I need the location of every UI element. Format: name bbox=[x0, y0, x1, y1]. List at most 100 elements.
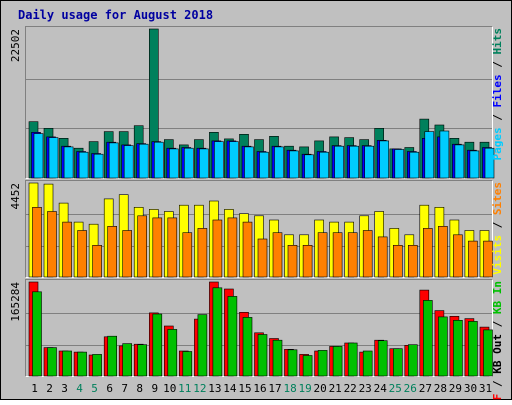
bar-bot-kb-in-day-16 bbox=[257, 334, 268, 377]
bar-bot-kb-in-day-26 bbox=[407, 344, 418, 377]
bar-mid-sites-day-12 bbox=[197, 228, 208, 278]
bar-mid-sites-day-28 bbox=[438, 226, 448, 278]
legend-item-kb-out: KB Out bbox=[491, 334, 504, 374]
bar-mid-sites-day-2 bbox=[47, 211, 57, 278]
day-label-20: 20 bbox=[313, 382, 326, 395]
bar-mid-sites-day-21 bbox=[332, 232, 343, 278]
day-label-16: 16 bbox=[253, 382, 266, 395]
bar-bot-kb-in-day-8 bbox=[137, 344, 147, 377]
legend-item-kb-in: KB In bbox=[491, 281, 504, 314]
bar-mid-sites-day-20 bbox=[317, 232, 328, 278]
bar-top-pages-day-14 bbox=[229, 141, 239, 179]
day-label-27: 27 bbox=[419, 382, 432, 395]
day-label-9: 9 bbox=[151, 382, 158, 395]
legend-item-files: Files bbox=[491, 74, 504, 107]
bar-top-pages-day-4 bbox=[78, 151, 89, 179]
bar-bot-kb-in-day-31 bbox=[483, 329, 493, 377]
bar-bot-kb-in-day-6 bbox=[107, 335, 117, 377]
max-label-bot: 165284 bbox=[9, 282, 22, 322]
legend-separator: / bbox=[491, 314, 504, 334]
legend-item-pages: Pages bbox=[491, 127, 504, 160]
day-label-3: 3 bbox=[61, 382, 68, 395]
day-label-13: 13 bbox=[208, 382, 221, 395]
bar-bot-kb-in-day-24 bbox=[377, 340, 388, 377]
bar-bot-kb-in-day-10 bbox=[167, 329, 178, 377]
day-label-31: 31 bbox=[479, 382, 492, 395]
bar-top-pages-day-23 bbox=[364, 145, 375, 179]
bar-top-pages-day-26 bbox=[409, 151, 420, 179]
bar-top-pages-day-16 bbox=[259, 151, 269, 179]
bar-bot-kb-in-day-29 bbox=[453, 319, 463, 377]
max-label-top: 22502 bbox=[9, 29, 22, 62]
bar-mid-sites-day-19 bbox=[302, 245, 313, 278]
bar-mid-sites-day-14 bbox=[227, 217, 238, 278]
bar-mid-sites-day-30 bbox=[468, 240, 478, 278]
day-label-8: 8 bbox=[136, 382, 143, 395]
day-label-21: 21 bbox=[329, 382, 342, 395]
panel-mid: 4452 Visits / Sites bbox=[9, 180, 504, 278]
bar-mid-sites-day-4 bbox=[77, 230, 87, 278]
bar-bot-kb-in-day-2 bbox=[47, 347, 57, 377]
bar-mid-sites-day-9 bbox=[152, 217, 163, 278]
day-label-5: 5 bbox=[91, 382, 98, 395]
bar-top-pages-day-21 bbox=[334, 145, 344, 179]
day-label-19: 19 bbox=[298, 382, 311, 395]
day-label-10: 10 bbox=[163, 382, 176, 395]
bar-mid-sites-day-18 bbox=[287, 245, 298, 278]
day-label-7: 7 bbox=[121, 382, 128, 395]
bar-mid-sites-day-22 bbox=[347, 232, 358, 278]
day-label-29: 29 bbox=[449, 382, 462, 395]
bar-mid-sites-day-3 bbox=[62, 221, 72, 278]
bar-bot-kb-in-day-17 bbox=[272, 339, 283, 377]
bar-bot-kb-in-day-5 bbox=[92, 354, 102, 377]
bar-bot-kb-in-day-20 bbox=[317, 350, 328, 377]
bar-top-pages-day-28 bbox=[439, 130, 450, 179]
day-label-6: 6 bbox=[106, 382, 113, 395]
bar-top-pages-day-11 bbox=[184, 147, 194, 179]
bar-top-pages-day-1 bbox=[33, 133, 44, 179]
bar-bot-kb-in-day-21 bbox=[332, 346, 343, 377]
bar-top-pages-day-31 bbox=[484, 147, 495, 179]
bar-top-pages-day-5 bbox=[93, 153, 104, 179]
bar-mid-sites-day-26 bbox=[407, 245, 418, 278]
legend-item-kb-f: KB F bbox=[491, 394, 504, 400]
bar-top-pages-day-17 bbox=[274, 146, 284, 179]
bar-mid-sites-day-17 bbox=[272, 232, 283, 278]
bar-bot-kb-in-day-22 bbox=[347, 342, 358, 377]
day-labels: 1 2 3 4 5 6 7 8 9 10 11 12 13 14 15 16 17 18 19 20 21 22 23 24 2… bbox=[31, 382, 492, 395]
bar-mid-sites-day-6 bbox=[107, 226, 117, 278]
bar-mid-sites-day-31 bbox=[483, 240, 493, 278]
bar-bot-kb-in-day-18 bbox=[287, 349, 298, 377]
bar-bot-kb-in-day-13 bbox=[212, 287, 223, 377]
bar-top-pages-day-25 bbox=[394, 149, 405, 179]
bar-top-pages-day-24 bbox=[379, 140, 390, 179]
bar-top-pages-day-7 bbox=[123, 145, 134, 179]
bar-bot-kb-in-day-30 bbox=[468, 321, 478, 377]
panel-bot: 165284 KB F / KB Out / KB In bbox=[9, 279, 504, 405]
bar-mid-sites-day-1 bbox=[32, 207, 42, 278]
bar-bot-kb-in-day-7 bbox=[122, 343, 132, 377]
bar-mid-sites-day-25 bbox=[392, 245, 403, 278]
day-label-26: 26 bbox=[404, 382, 417, 395]
bar-bot-kb-in-day-15 bbox=[242, 317, 253, 377]
bar-mid-sites-day-8 bbox=[137, 215, 147, 278]
bar-top-pages-day-15 bbox=[244, 146, 254, 179]
legend-bot: KB F / KB Out / KB In bbox=[491, 281, 504, 400]
bar-bot-kb-in-day-3 bbox=[62, 350, 72, 377]
bar-bot-kb-in-day-19 bbox=[302, 355, 313, 377]
bar-top-pages-day-18 bbox=[289, 150, 299, 179]
chart-panels: 22502 Pages / Files / Hits 4452 Visits / Si… bbox=[9, 26, 504, 405]
day-label-15: 15 bbox=[238, 382, 251, 395]
bar-bot-kb-in-day-4 bbox=[77, 351, 87, 377]
bar-mid-sites-day-16 bbox=[257, 238, 268, 278]
bar-mid-sites-day-29 bbox=[453, 234, 463, 278]
legend-separator: / bbox=[491, 215, 504, 235]
panel-top: 22502 Pages / Files / Hits bbox=[9, 26, 504, 179]
legend-top: Pages / Files / Hits bbox=[491, 28, 504, 161]
bar-top-pages-day-19 bbox=[304, 154, 314, 179]
bar-top-pages-day-6 bbox=[108, 142, 119, 179]
day-label-4: 4 bbox=[76, 382, 83, 395]
day-label-11: 11 bbox=[178, 382, 191, 395]
day-label-30: 30 bbox=[464, 382, 477, 395]
